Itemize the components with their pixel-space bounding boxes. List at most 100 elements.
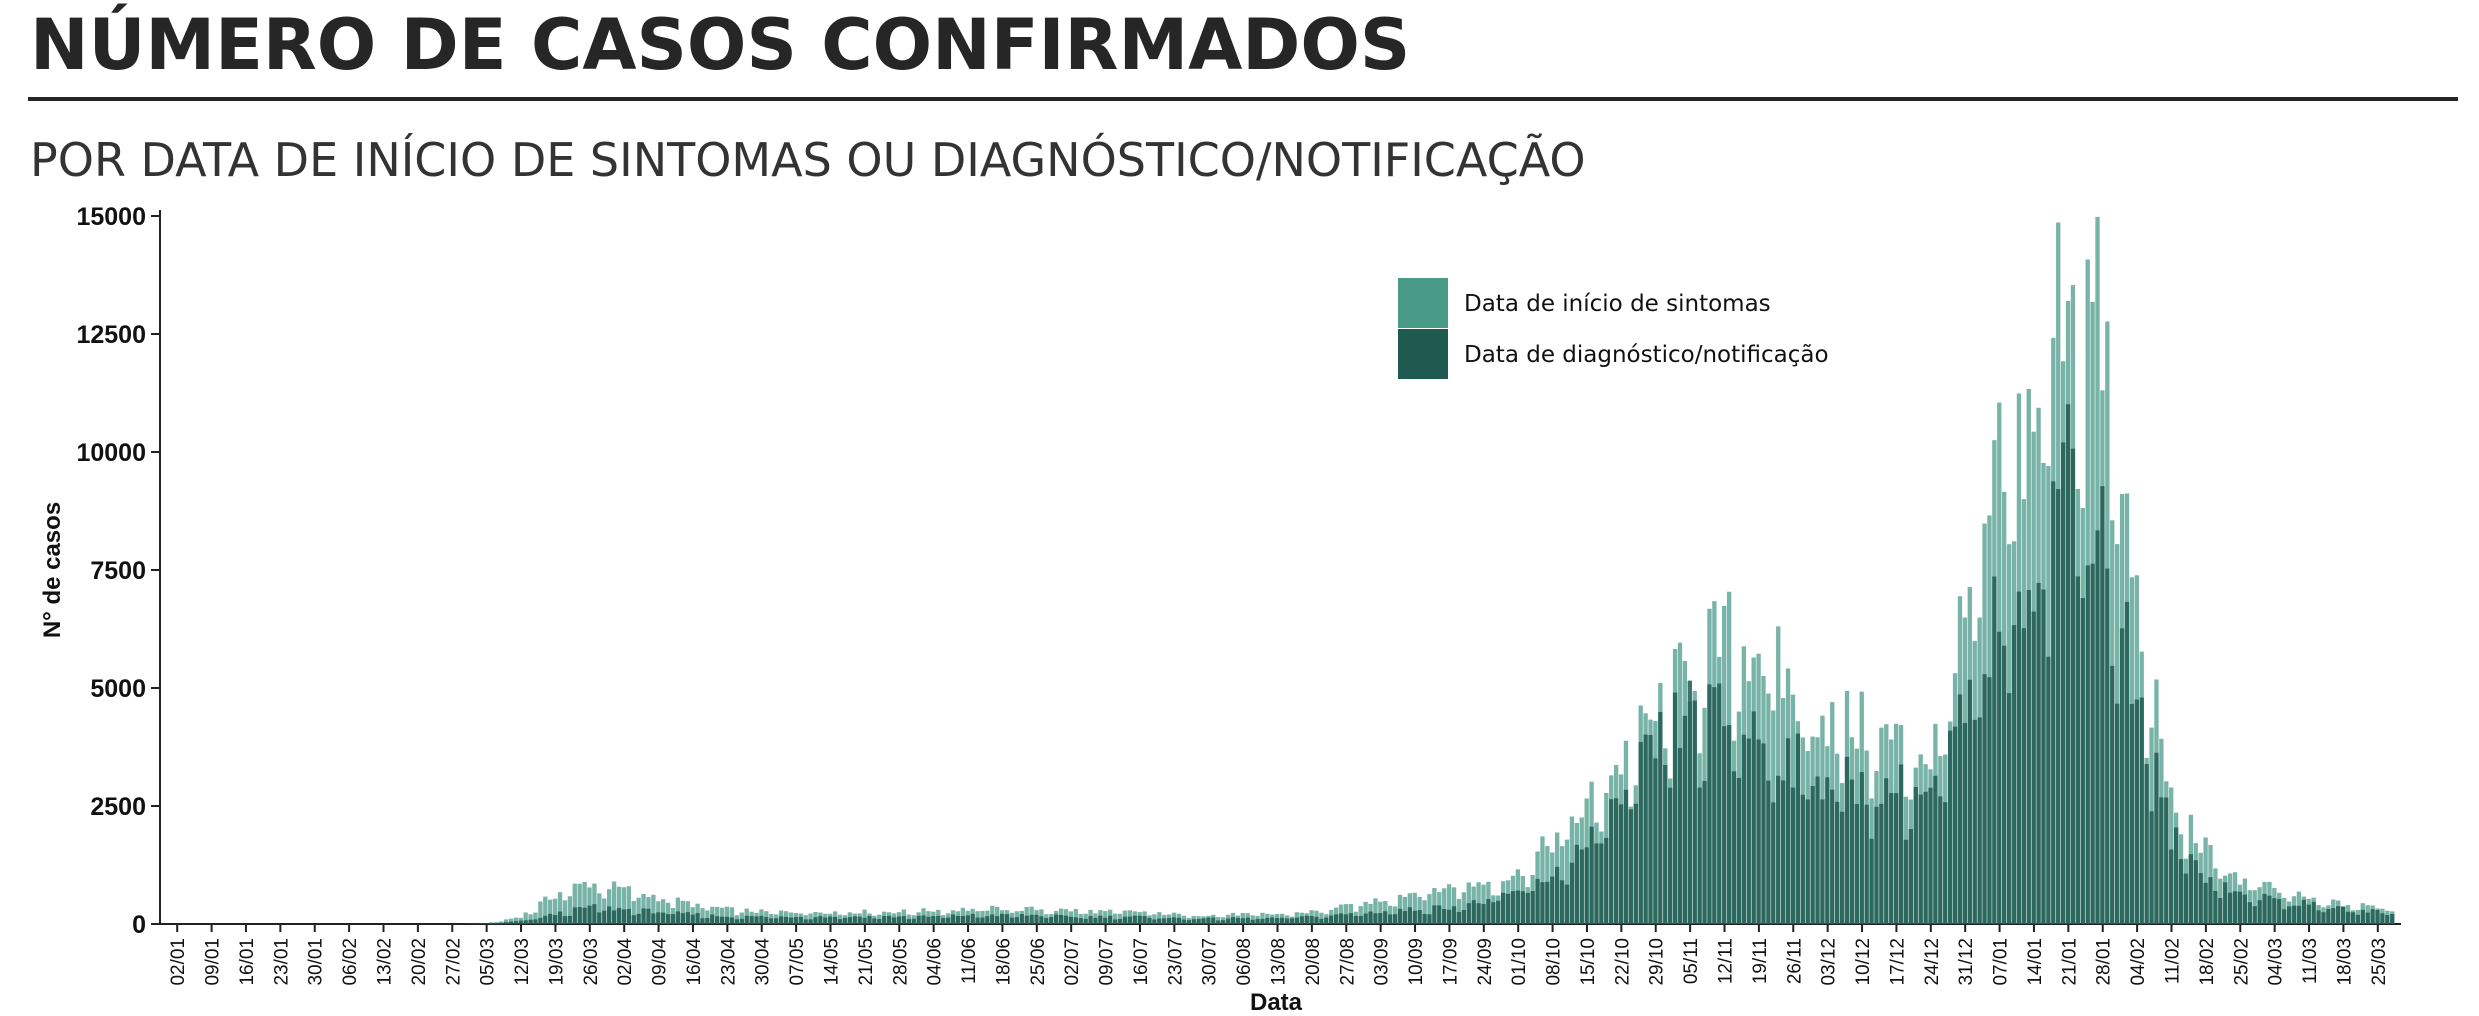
bar [995, 906, 1000, 924]
bar [719, 916, 725, 924]
x-tick-label: 06/02 [340, 938, 361, 986]
bar [1785, 738, 1791, 924]
bar [769, 918, 774, 924]
bar [523, 920, 528, 924]
x-tick-label: 21/05 [856, 938, 877, 986]
bar [926, 916, 931, 924]
bar [1260, 912, 1265, 924]
bar [538, 901, 543, 924]
bar [1063, 915, 1069, 924]
bar [872, 918, 877, 924]
bar [1383, 911, 1388, 924]
bar [626, 886, 631, 924]
x-tick-label: 30/07 [1200, 938, 1221, 986]
bar [1397, 908, 1403, 924]
bar [2178, 859, 2184, 924]
bar [1230, 917, 1236, 924]
bar [1456, 898, 1462, 924]
x-tick-label: 28/05 [890, 938, 911, 986]
bar [503, 922, 509, 924]
bar [2159, 797, 2164, 924]
bar [1235, 917, 1241, 924]
bar [1520, 891, 1525, 924]
x-tick-label: 03/09 [1372, 938, 1393, 986]
bar [1913, 787, 1918, 924]
bars-layer [454, 216, 2395, 925]
bar [587, 905, 592, 924]
x-tick-label: 28/01 [2094, 938, 2115, 986]
bar [1176, 917, 1182, 924]
bar [2085, 565, 2090, 924]
bar [2326, 909, 2331, 924]
bar [705, 910, 710, 924]
bar [1073, 908, 1078, 924]
x-tick-label: 25/03 [2369, 938, 2390, 986]
bar [1776, 626, 1781, 924]
bar [2218, 898, 2223, 924]
bar [1373, 913, 1378, 924]
bar [960, 907, 965, 924]
bar [1442, 908, 1447, 924]
bar [1928, 787, 1933, 924]
bar [582, 907, 587, 924]
bar [1766, 780, 1771, 924]
bar [1722, 726, 1727, 924]
bar [1515, 890, 1521, 924]
bar [764, 917, 769, 924]
bar [1825, 777, 1830, 924]
bar [1211, 917, 1216, 924]
bar [1466, 903, 1471, 924]
bar [1476, 903, 1481, 924]
x-tick-label: 30/01 [306, 938, 327, 986]
bar [543, 915, 548, 924]
x-tick-label: 30/04 [753, 938, 774, 986]
bar [1638, 741, 1643, 924]
bar [665, 914, 671, 924]
bar [1270, 917, 1275, 924]
bar [533, 919, 538, 924]
bar [1751, 711, 1756, 924]
bar [1717, 683, 1722, 924]
bar [1191, 919, 1196, 924]
bar [1024, 915, 1029, 924]
x-tick-label: 01/10 [1509, 938, 1530, 986]
bar [1068, 916, 1074, 924]
bar [1451, 887, 1457, 924]
bar [906, 919, 911, 924]
bar [862, 917, 867, 924]
bar [1117, 918, 1123, 924]
bar [798, 916, 803, 924]
x-tick-label: 19/11 [1750, 938, 1771, 984]
bar [1103, 911, 1108, 924]
bar [1879, 803, 1884, 924]
bar [1333, 914, 1339, 924]
x-tick-label: 14/01 [2025, 938, 2046, 986]
bar [1201, 918, 1206, 924]
bar [1609, 799, 1614, 924]
page-title: NÚMERO DE CASOS CONFIRMADOS [30, 4, 1411, 86]
bar [2350, 912, 2356, 924]
bar [1004, 914, 1010, 924]
bar [1653, 758, 1658, 924]
bar [2046, 656, 2051, 924]
bar [567, 915, 573, 924]
bar [724, 906, 730, 924]
bar [2065, 404, 2071, 924]
bar [980, 917, 985, 924]
bar [1594, 843, 1599, 924]
bar [1358, 915, 1363, 924]
bar [1530, 891, 1535, 924]
bar [592, 904, 597, 924]
series-diagnosis-date [454, 404, 2395, 924]
bar [1525, 892, 1530, 924]
bar [990, 914, 995, 924]
bar [1294, 917, 1300, 924]
bar [1668, 787, 1673, 924]
bar [2021, 628, 2026, 924]
bar [2110, 665, 2115, 924]
bar [616, 907, 622, 924]
bar [2257, 900, 2262, 924]
bar [1702, 780, 1707, 924]
bar [705, 917, 710, 924]
bar [1505, 893, 1511, 924]
